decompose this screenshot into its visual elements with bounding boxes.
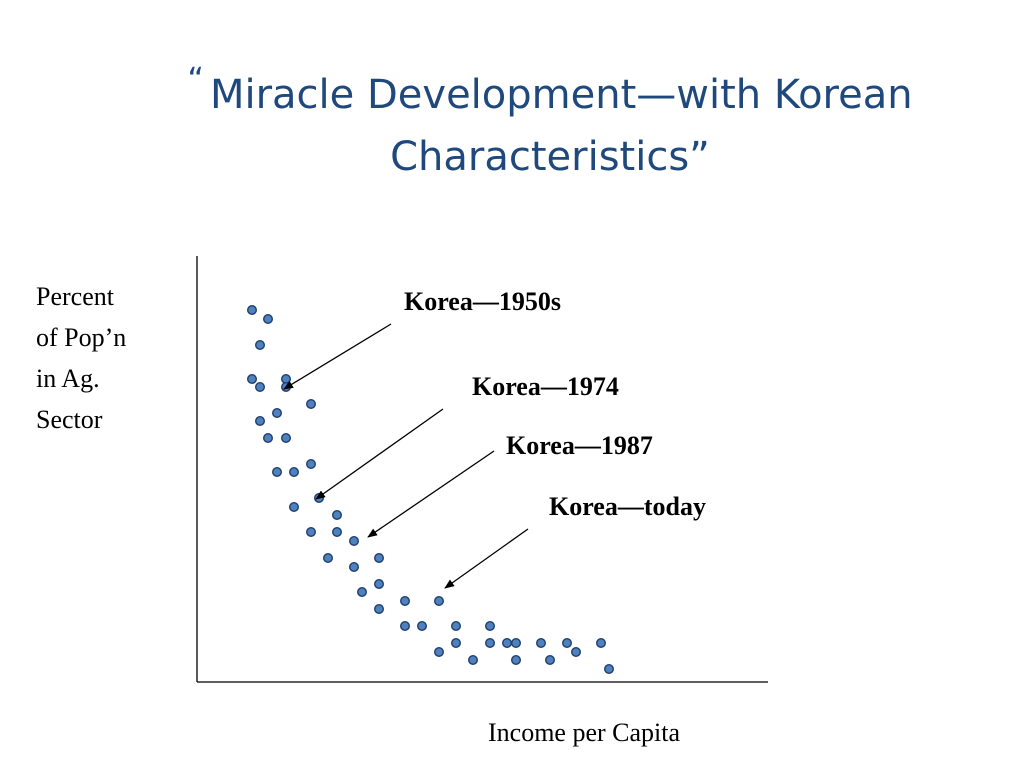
scatter-point <box>254 382 265 393</box>
scatter-point <box>246 305 257 316</box>
y-axis-label: Percent of Pop’n in Ag. Sector <box>36 276 176 440</box>
y-axis-label-line: Sector <box>36 405 103 434</box>
x-axis-label: Income per Capita <box>488 718 681 747</box>
scatter-point <box>400 596 411 607</box>
scatter-point <box>246 374 257 385</box>
data-points <box>246 305 615 675</box>
scatter-point <box>511 638 522 649</box>
scatter-point <box>511 655 522 666</box>
annotation-arrow <box>315 408 444 500</box>
annotation-label-today: Korea—today <box>549 492 706 521</box>
y-axis-label-line: Percent <box>36 282 114 311</box>
scatter-point <box>349 536 360 547</box>
annotation-label-1974: Korea—1974 <box>472 372 619 401</box>
page-title: “Miracle Development—with Korean Charact… <box>100 48 1000 188</box>
scatter-point <box>417 621 428 632</box>
scatter-point <box>451 638 462 649</box>
scatter-point <box>468 655 479 666</box>
scatter-point <box>485 638 496 649</box>
scatter-point <box>434 596 445 607</box>
annotation-arrow <box>367 450 495 538</box>
scatter-point <box>349 562 360 573</box>
scatter-point <box>281 382 292 393</box>
scatter-point <box>596 638 607 649</box>
scatter-point <box>536 638 547 649</box>
scatter-point <box>263 314 274 325</box>
annotation-arrow <box>444 528 529 589</box>
scatter-point <box>400 621 411 632</box>
scatter-point <box>272 408 283 419</box>
scatter-point <box>374 579 385 590</box>
scatter-point <box>263 433 274 444</box>
y-axis-label-line: in Ag. <box>36 364 100 393</box>
scatter-point <box>306 527 317 538</box>
scatter-point <box>357 587 368 598</box>
scatter-point <box>562 638 573 649</box>
scatter-point <box>289 467 300 478</box>
scatter-point <box>485 621 496 632</box>
scatter-point <box>332 527 343 538</box>
scatter-point <box>545 655 556 666</box>
scatter-point <box>374 604 385 615</box>
scatter-point <box>306 399 317 410</box>
scatter-point <box>434 647 445 658</box>
scatter-point <box>281 433 292 444</box>
title-open-quote: “ <box>187 60 204 98</box>
scatter-point <box>502 638 513 649</box>
scatter-point <box>323 553 334 564</box>
scatter-point <box>306 459 317 470</box>
scatter-point <box>571 647 582 658</box>
scatter-point <box>272 467 283 478</box>
title-line-1: Miracle Development—with Korean <box>209 72 913 118</box>
y-axis-label-line: of Pop’n <box>36 323 127 352</box>
scatter-point <box>254 340 265 351</box>
scatter-point <box>289 502 300 513</box>
title-line-2: Characteristics” <box>390 134 710 180</box>
annotation-label-1950s: Korea—1950s <box>404 287 561 316</box>
annotations: Korea—1950s Korea—1974 Korea—1987 Korea—… <box>283 287 706 589</box>
scatter-point <box>374 553 385 564</box>
scatter-point <box>451 621 462 632</box>
annotation-label-1987: Korea—1987 <box>506 431 653 460</box>
scatter-point <box>254 416 265 427</box>
scatter-point <box>332 510 343 521</box>
scatter-point <box>604 664 615 675</box>
annotation-arrow <box>283 323 392 390</box>
